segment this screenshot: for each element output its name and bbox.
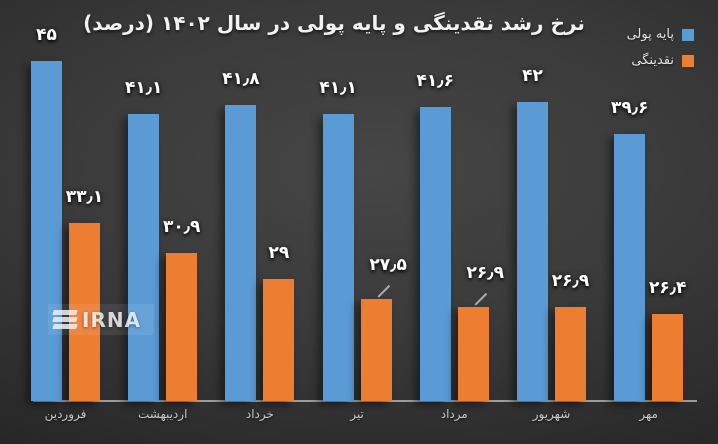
bar-label-monetary-base-خرداد: ۴۱٫۸ <box>222 68 260 89</box>
legend-swatch-monetary-base-icon <box>682 28 694 41</box>
bar-label-monetary-base-تیر: ۴۱٫۱ <box>319 78 357 99</box>
legend-item-liquidity: نقدینگی <box>627 53 694 68</box>
chart-title: نرخ رشد نقدینگی و پایه پولی در سال ۱۴۰۲ … <box>83 11 585 35</box>
bar-label-monetary-base-شهریور: ۴۲ <box>522 65 543 86</box>
bar-monetary-base-شهریور <box>517 101 548 401</box>
bar-monetary-base-مهر <box>614 134 646 401</box>
x-axis-label-شهریور: شهریور <box>532 407 571 421</box>
x-axis-label-مهر: مهر <box>639 407 658 421</box>
bar-label-liquidity-اردیبهشت: ۳۰٫۹ <box>162 216 201 237</box>
x-axis-label-مرداد: مرداد <box>440 407 468 421</box>
bar-label-liquidity-مهر: ۲۶٫۴ <box>648 277 687 298</box>
legend-item-monetary-base: پایه پولی <box>627 27 694 42</box>
bar-label-liquidity-خرداد: ۲۹ <box>268 242 290 263</box>
irna-logo-icon <box>52 310 78 329</box>
bar-monetary-base-فروردین <box>31 61 62 401</box>
bar-label-monetary-base-اردیبهشت: ۴۱٫۱ <box>124 78 163 99</box>
bar-monetary-base-خرداد <box>225 104 257 401</box>
legend-label-liquidity: نقدینگی <box>631 53 674 68</box>
bar-label-liquidity-فروردین: ۳۳٫۱ <box>65 186 104 207</box>
irna-watermark-text: IRNA <box>82 307 142 332</box>
x-axis-label-تیر: تیر <box>350 407 364 421</box>
bar-monetary-base-تیر <box>322 114 354 401</box>
bar-liquidity-تیر <box>360 299 392 401</box>
legend-swatch-liquidity-icon <box>682 54 694 67</box>
bar-label-monetary-base-فروردین: ۴۵ <box>36 25 57 45</box>
bar-liquidity-اردیبهشت <box>166 252 198 401</box>
bar-label-liquidity-مرداد: ۲۶٫۹ <box>466 263 505 284</box>
x-axis-label-فروردین: فروردین <box>44 407 87 421</box>
bar-label-monetary-base-مهر: ۳۹٫۶ <box>610 98 649 119</box>
bar-label-liquidity-شهریور: ۲۶٫۹ <box>551 271 590 292</box>
label-leader-line <box>474 293 488 306</box>
legend-label-monetary-base: پایه پولی <box>626 27 674 42</box>
bar-liquidity-خرداد <box>263 278 295 401</box>
bar-liquidity-مهر <box>652 313 684 401</box>
legend: پایه پولی نقدینگی <box>627 27 694 68</box>
x-axis-label-اردیبهشت: اردیبهشت <box>137 407 188 421</box>
bar-label-liquidity-تیر: ۲۷٫۵ <box>369 255 407 275</box>
bar-liquidity-مرداد <box>457 307 489 401</box>
bar-liquidity-شهریور <box>555 307 586 401</box>
bar-monetary-base-اردیبهشت <box>128 114 160 401</box>
irna-watermark: IRNA <box>48 304 154 335</box>
x-axis-label-خرداد: خرداد <box>245 407 274 421</box>
bar-monetary-base-مرداد <box>419 107 451 401</box>
label-leader-line <box>377 284 390 298</box>
bar-label-monetary-base-مرداد: ۴۱٫۶ <box>416 71 455 92</box>
